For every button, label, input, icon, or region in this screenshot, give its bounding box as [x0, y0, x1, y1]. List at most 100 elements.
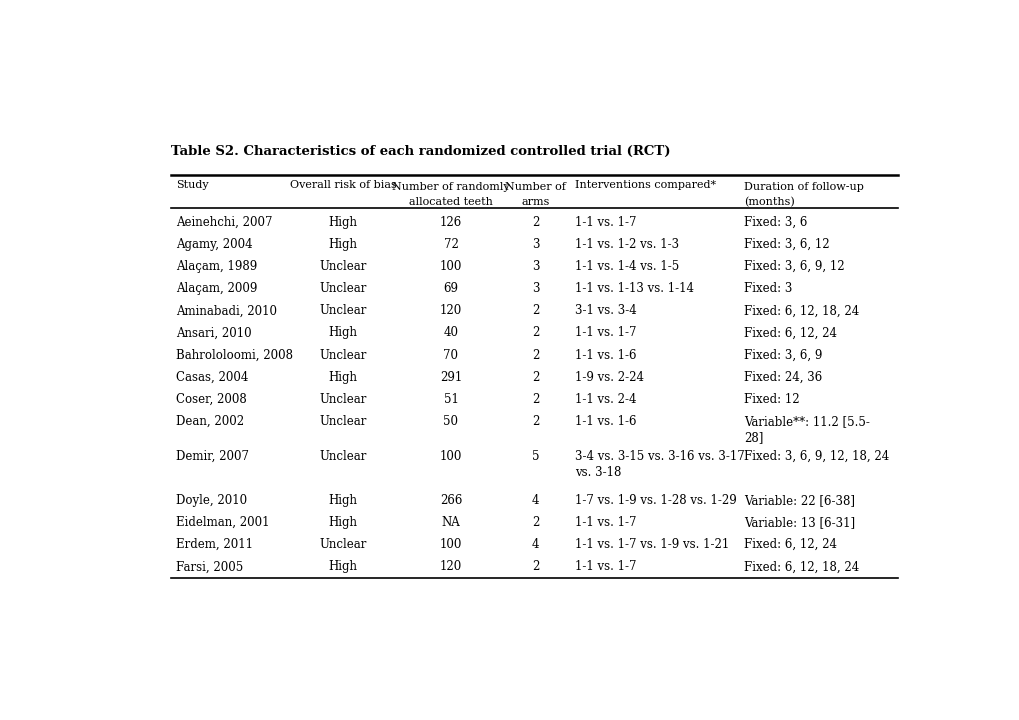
Text: 1-1 vs. 1-4 vs. 1-5: 1-1 vs. 1-4 vs. 1-5: [575, 260, 679, 273]
Text: Interventions compared*: Interventions compared*: [575, 180, 715, 190]
Text: Casas, 2004: Casas, 2004: [175, 371, 248, 384]
Text: 50: 50: [443, 415, 458, 428]
Text: 2: 2: [532, 371, 539, 384]
Text: Fixed: 3, 6, 12: Fixed: 3, 6, 12: [744, 238, 829, 251]
Text: 2: 2: [532, 516, 539, 529]
Text: 69: 69: [443, 282, 458, 295]
Text: Unclear: Unclear: [319, 393, 367, 406]
Text: Unclear: Unclear: [319, 539, 367, 552]
Text: High: High: [328, 326, 358, 339]
Text: Duration of follow-up: Duration of follow-up: [744, 181, 863, 192]
Text: 3-1 vs. 3-4: 3-1 vs. 3-4: [575, 305, 636, 318]
Text: Variable: 13 [6-31]: Variable: 13 [6-31]: [744, 516, 855, 529]
Text: 1-1 vs. 1-7: 1-1 vs. 1-7: [575, 326, 636, 339]
Text: Aeinehchi, 2007: Aeinehchi, 2007: [175, 215, 272, 228]
Text: 126: 126: [439, 215, 462, 228]
Text: Bahrololoomi, 2008: Bahrololoomi, 2008: [175, 348, 292, 361]
Text: Agamy, 2004: Agamy, 2004: [175, 238, 252, 251]
Text: Demir, 2007: Demir, 2007: [175, 449, 249, 462]
Text: Unclear: Unclear: [319, 415, 367, 428]
Text: Number of: Number of: [504, 181, 566, 192]
Text: 1-1 vs. 1-6: 1-1 vs. 1-6: [575, 348, 636, 361]
Text: 120: 120: [439, 305, 462, 318]
Text: Fixed: 24, 36: Fixed: 24, 36: [744, 371, 822, 384]
Text: 2: 2: [532, 393, 539, 406]
Text: (months): (months): [744, 197, 795, 207]
Text: 120: 120: [439, 560, 462, 573]
Text: Doyle, 2010: Doyle, 2010: [175, 494, 247, 507]
Text: Coser, 2008: Coser, 2008: [175, 393, 247, 406]
Text: Fixed: 3, 6, 9, 12: Fixed: 3, 6, 9, 12: [744, 260, 844, 273]
Text: Unclear: Unclear: [319, 449, 367, 462]
Text: Study: Study: [175, 180, 208, 190]
Text: Dean, 2002: Dean, 2002: [175, 415, 244, 428]
Text: Number of randomly: Number of randomly: [391, 181, 510, 192]
Text: High: High: [328, 371, 358, 384]
Text: Aminabadi, 2010: Aminabadi, 2010: [175, 305, 276, 318]
Text: Eidelman, 2001: Eidelman, 2001: [175, 516, 269, 529]
Text: 2: 2: [532, 215, 539, 228]
Text: 40: 40: [443, 326, 458, 339]
Text: allocated teeth: allocated teeth: [409, 197, 492, 207]
Text: Table S2. Characteristics of each randomized controlled trial (RCT): Table S2. Characteristics of each random…: [171, 145, 669, 158]
Text: Farsi, 2005: Farsi, 2005: [175, 560, 243, 573]
Text: High: High: [328, 238, 358, 251]
Text: Fixed: 6, 12, 18, 24: Fixed: 6, 12, 18, 24: [744, 305, 859, 318]
Text: Unclear: Unclear: [319, 305, 367, 318]
Text: Fixed: 3: Fixed: 3: [744, 282, 792, 295]
Text: Overall risk of bias: Overall risk of bias: [289, 180, 396, 190]
Text: 1-7 vs. 1-9 vs. 1-28 vs. 1-29: 1-7 vs. 1-9 vs. 1-28 vs. 1-29: [575, 494, 736, 507]
Text: 100: 100: [439, 260, 462, 273]
Text: arms: arms: [521, 197, 549, 207]
Text: 51: 51: [443, 393, 458, 406]
Text: Erdem, 2011: Erdem, 2011: [175, 539, 253, 552]
Text: 4: 4: [532, 494, 539, 507]
Text: 3-4 vs. 3-15 vs. 3-16 vs. 3-17
vs. 3-18: 3-4 vs. 3-15 vs. 3-16 vs. 3-17 vs. 3-18: [575, 449, 744, 479]
Text: NA: NA: [441, 516, 460, 529]
Text: Alaçam, 1989: Alaçam, 1989: [175, 260, 257, 273]
Text: 291: 291: [439, 371, 462, 384]
Text: 1-1 vs. 1-2 vs. 1-3: 1-1 vs. 1-2 vs. 1-3: [575, 238, 679, 251]
Text: 1-1 vs. 1-7: 1-1 vs. 1-7: [575, 560, 636, 573]
Text: 1-1 vs. 1-7: 1-1 vs. 1-7: [575, 215, 636, 228]
Text: 266: 266: [439, 494, 462, 507]
Text: High: High: [328, 560, 358, 573]
Text: Fixed: 6, 12, 24: Fixed: 6, 12, 24: [744, 539, 837, 552]
Text: 2: 2: [532, 560, 539, 573]
Text: 3: 3: [532, 238, 539, 251]
Text: Variable**: 11.2 [5.5-
28]: Variable**: 11.2 [5.5- 28]: [744, 415, 869, 444]
Text: 4: 4: [532, 539, 539, 552]
Text: Fixed: 6, 12, 24: Fixed: 6, 12, 24: [744, 326, 837, 339]
Text: 1-1 vs. 2-4: 1-1 vs. 2-4: [575, 393, 636, 406]
Text: Unclear: Unclear: [319, 282, 367, 295]
Text: 70: 70: [443, 348, 458, 361]
Text: 100: 100: [439, 539, 462, 552]
Text: Ansari, 2010: Ansari, 2010: [175, 326, 251, 339]
Text: 100: 100: [439, 449, 462, 462]
Text: Variable: 22 [6-38]: Variable: 22 [6-38]: [744, 494, 855, 507]
Text: Fixed: 3, 6, 9: Fixed: 3, 6, 9: [744, 348, 822, 361]
Text: High: High: [328, 494, 358, 507]
Text: Alaçam, 2009: Alaçam, 2009: [175, 282, 257, 295]
Text: 5: 5: [532, 449, 539, 462]
Text: 2: 2: [532, 305, 539, 318]
Text: Fixed: 3, 6: Fixed: 3, 6: [744, 215, 807, 228]
Text: Fixed: 6, 12, 18, 24: Fixed: 6, 12, 18, 24: [744, 560, 859, 573]
Text: High: High: [328, 215, 358, 228]
Text: 1-1 vs. 1-13 vs. 1-14: 1-1 vs. 1-13 vs. 1-14: [575, 282, 693, 295]
Text: 1-1 vs. 1-6: 1-1 vs. 1-6: [575, 415, 636, 428]
Text: 2: 2: [532, 326, 539, 339]
Text: 1-1 vs. 1-7: 1-1 vs. 1-7: [575, 516, 636, 529]
Text: 3: 3: [532, 282, 539, 295]
Text: Fixed: 12: Fixed: 12: [744, 393, 799, 406]
Text: Unclear: Unclear: [319, 260, 367, 273]
Text: 3: 3: [532, 260, 539, 273]
Text: Unclear: Unclear: [319, 348, 367, 361]
Text: High: High: [328, 516, 358, 529]
Text: Fixed: 3, 6, 9, 12, 18, 24: Fixed: 3, 6, 9, 12, 18, 24: [744, 449, 889, 462]
Text: 2: 2: [532, 348, 539, 361]
Text: 1-1 vs. 1-7 vs. 1-9 vs. 1-21: 1-1 vs. 1-7 vs. 1-9 vs. 1-21: [575, 539, 729, 552]
Text: 1-9 vs. 2-24: 1-9 vs. 2-24: [575, 371, 643, 384]
Text: 72: 72: [443, 238, 458, 251]
Text: 2: 2: [532, 415, 539, 428]
